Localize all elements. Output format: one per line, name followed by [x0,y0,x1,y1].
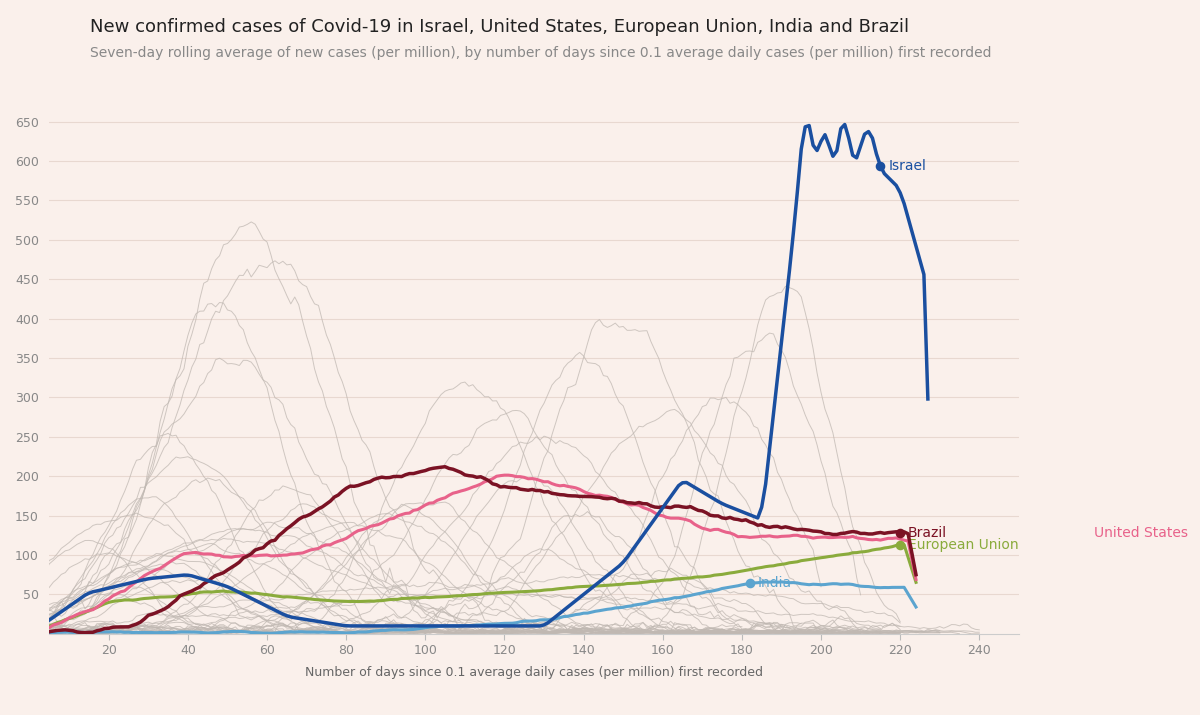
Text: United States: United States [1094,526,1188,540]
Text: New confirmed cases of Covid-19 in Israel, United States, European Union, India : New confirmed cases of Covid-19 in Israe… [90,18,910,36]
Text: Israel: Israel [888,159,926,173]
Text: Seven-day rolling average of new cases (per million), by number of days since 0.: Seven-day rolling average of new cases (… [90,46,991,61]
Point [890,539,910,551]
X-axis label: Number of days since 0.1 average daily cases (per million) first recorded: Number of days since 0.1 average daily c… [305,666,763,679]
Point [871,160,890,172]
Text: European Union: European Union [908,538,1019,552]
Point [890,527,910,538]
Text: Brazil: Brazil [908,526,947,540]
Point [740,578,760,589]
Text: India: India [757,576,792,591]
